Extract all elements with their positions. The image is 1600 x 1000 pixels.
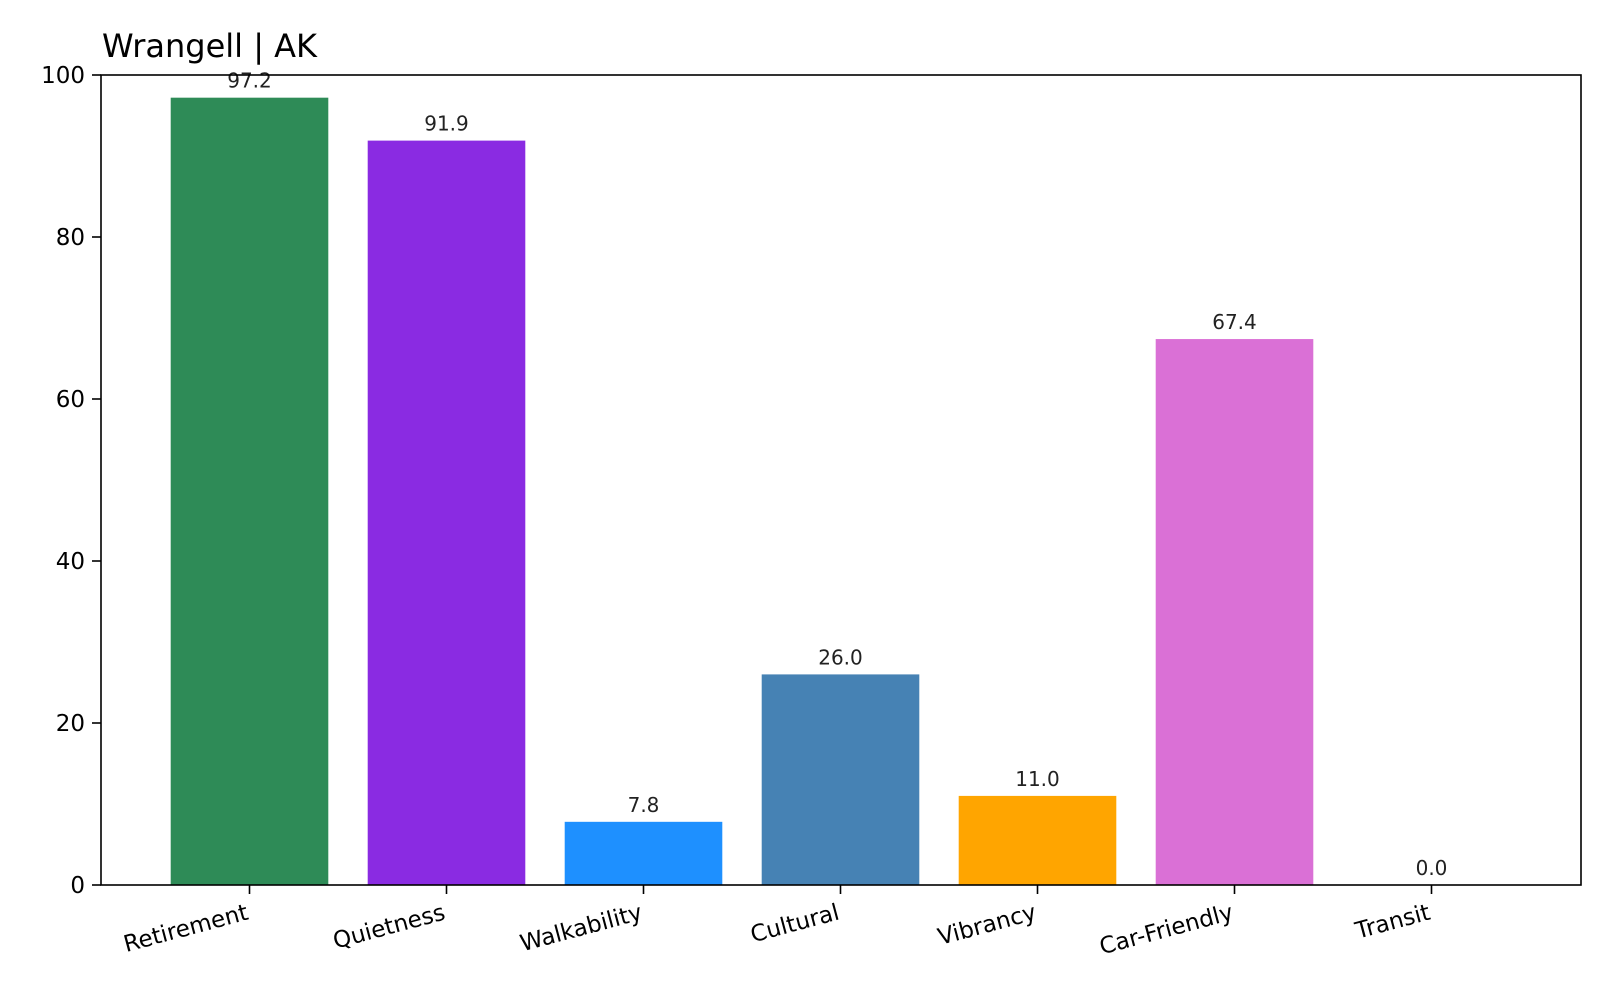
bar-value-label: 67.4 <box>1212 310 1257 334</box>
y-tick-label: 20 <box>56 711 85 737</box>
plot-frame <box>100 74 1582 886</box>
y-tick-label: 0 <box>70 873 85 899</box>
bar-quietness <box>367 140 526 886</box>
bar-cultural <box>761 674 920 885</box>
bar-value-label: 91.9 <box>424 112 469 136</box>
y-tick-label: 80 <box>56 225 85 251</box>
bar-walkability <box>564 821 723 885</box>
bar-value-label: 97.2 <box>227 69 272 93</box>
y-tick-label: 60 <box>56 387 85 413</box>
bar-labels-group: 97.2 91.9 7.8 26.0 11.0 67.4 0.0 <box>227 69 1447 880</box>
y-tick-label: 40 <box>56 549 85 575</box>
y-tick-label: 100 <box>41 63 85 89</box>
chart-title: Wrangell | AK <box>102 27 318 65</box>
bars-group <box>170 97 1314 886</box>
bar-value-label: 11.0 <box>1015 767 1060 791</box>
bar-value-label: 7.8 <box>628 793 660 817</box>
bar-retirement <box>170 97 329 886</box>
bar-value-label: 0.0 <box>1416 856 1448 880</box>
bar-value-label: 26.0 <box>818 645 863 669</box>
bar-car-friendly <box>1155 339 1314 885</box>
bar-vibrancy <box>958 795 1117 885</box>
y-axis: 0 20 40 60 80 100 <box>41 63 101 899</box>
